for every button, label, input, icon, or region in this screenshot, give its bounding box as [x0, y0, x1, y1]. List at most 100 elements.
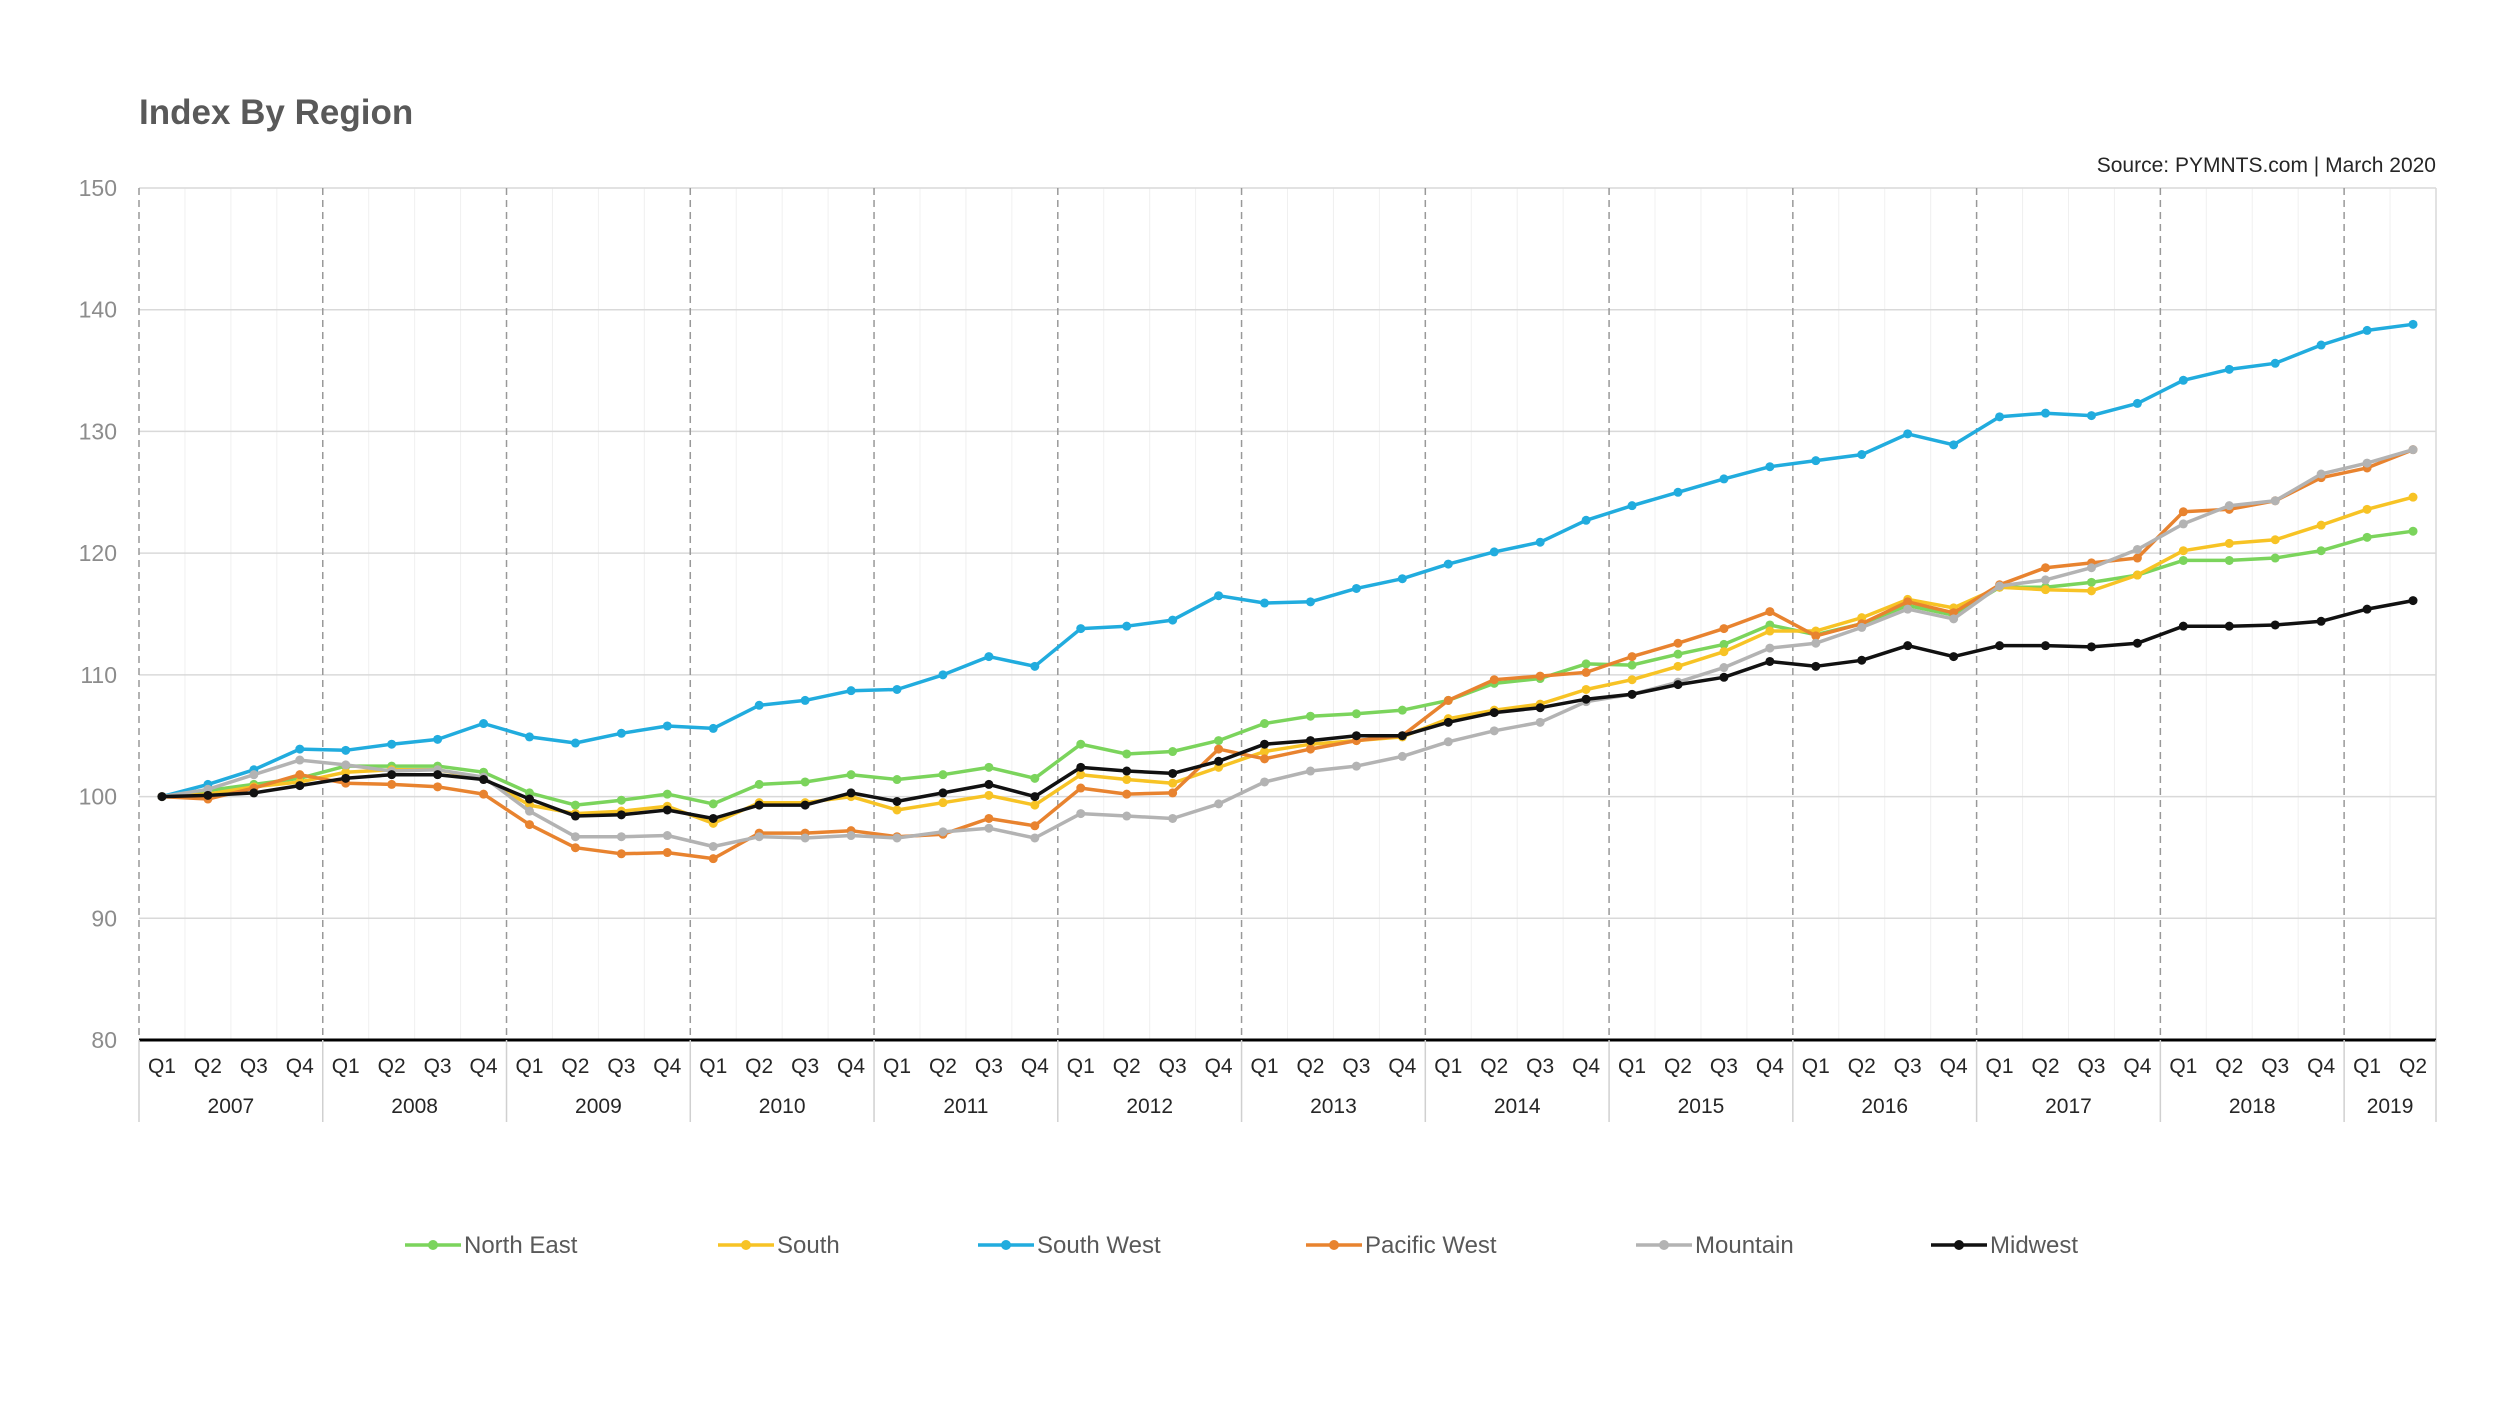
data-point [892, 805, 902, 815]
data-point [1949, 614, 1959, 624]
data-point [295, 744, 305, 754]
data-point [1811, 631, 1821, 641]
data-point [1397, 731, 1407, 741]
data-point [479, 775, 489, 785]
data-point [1122, 775, 1132, 785]
x-tick-quarter: Q3 [1526, 1055, 1554, 1078]
data-point [754, 832, 764, 842]
x-tick-quarter: Q1 [1067, 1055, 1095, 1078]
data-point [662, 789, 672, 799]
data-point [754, 800, 764, 810]
x-tick-quarter: Q4 [2123, 1055, 2151, 1078]
data-point [1581, 667, 1591, 677]
data-point [1076, 739, 1086, 749]
data-point [341, 773, 351, 783]
data-point [1903, 597, 1913, 607]
data-point [479, 789, 489, 799]
y-tick-label: 130 [79, 418, 117, 444]
data-point [1443, 737, 1453, 747]
data-point [2178, 555, 2188, 565]
x-tick-quarter: Q3 [2077, 1055, 2105, 1078]
data-point [1627, 660, 1637, 670]
data-point [938, 798, 948, 808]
data-point [984, 790, 994, 800]
legend-label: Pacific West [1365, 1232, 1497, 1259]
legend-label: Mountain [1695, 1232, 1794, 1259]
legend-item-south-west: South West [978, 1232, 1161, 1259]
chart-title: Index By Region [139, 93, 413, 132]
y-tick-label: 140 [79, 297, 117, 323]
data-point [892, 775, 902, 785]
x-tick-quarter: Q1 [699, 1055, 727, 1078]
data-point [2132, 553, 2142, 563]
x-tick-quarter: Q4 [1021, 1055, 1049, 1078]
data-point [2224, 364, 2234, 374]
x-tick-year: 2019 [2367, 1095, 2414, 1118]
data-point [570, 811, 580, 821]
data-point [341, 745, 351, 755]
legend-item-south: South [718, 1232, 840, 1259]
data-point [1351, 583, 1361, 593]
legend-label: Midwest [1990, 1232, 2078, 1259]
data-point [1627, 675, 1637, 685]
x-tick-quarter: Q2 [2399, 1055, 2427, 1078]
data-point [1260, 598, 1270, 608]
data-point [2408, 492, 2418, 502]
x-tick-quarter: Q2 [1113, 1055, 1141, 1078]
x-axis: Q1 Q2 Q3 Q4 Q1 Q2 Q3 Q4 Q1 Q2 Q3 Q4 Q1 Q2 Q3 Q4 Q1 Q2 Q3 Q4… [138, 1038, 2437, 1122]
series-south-west [157, 319, 2418, 802]
data-point [1627, 501, 1637, 511]
data-point [846, 831, 856, 841]
x-tick-year: 2012 [1126, 1095, 1173, 1118]
data-point [1397, 574, 1407, 584]
data-point [1305, 711, 1315, 721]
x-tick-quarter: Q2 [378, 1055, 406, 1078]
data-point [1719, 647, 1729, 657]
source-note: Source: PYMNTS.com | March 2020 [2097, 154, 2436, 177]
x-tick-quarter: Q4 [1756, 1055, 1784, 1078]
data-point [1949, 652, 1959, 662]
data-point [1443, 559, 1453, 569]
data-point [800, 800, 810, 810]
data-point [1030, 773, 1040, 783]
data-point [2316, 340, 2326, 350]
data-point [1260, 754, 1270, 764]
legend-item-north-east: North East [405, 1232, 578, 1259]
data-point [524, 820, 534, 830]
series-line [161, 448, 2414, 861]
legend-label: North East [464, 1232, 578, 1259]
data-point [662, 721, 672, 731]
x-tick-quarter: Q1 [2169, 1055, 2197, 1078]
x-tick-year: 2010 [759, 1095, 806, 1118]
data-point [938, 770, 948, 780]
data-point [1535, 671, 1545, 681]
data-point [1076, 624, 1086, 634]
data-point [708, 854, 718, 864]
data-point [938, 670, 948, 680]
data-point [1719, 624, 1729, 634]
data-point [1673, 638, 1683, 648]
data-point [2270, 553, 2280, 563]
data-point [2362, 532, 2372, 542]
data-point [800, 777, 810, 787]
data-point [754, 779, 764, 789]
data-point [479, 719, 489, 729]
x-tick-year: 2017 [2045, 1095, 2092, 1118]
data-point [616, 728, 626, 738]
data-point [1260, 719, 1270, 729]
x-tick-quarter: Q1 [2353, 1055, 2381, 1078]
data-point [1811, 661, 1821, 671]
series-line [161, 529, 2414, 807]
data-point [1581, 515, 1591, 525]
x-tick-quarter: Q3 [2261, 1055, 2289, 1078]
x-tick-quarter: Q2 [929, 1055, 957, 1078]
x-tick-quarter: Q4 [653, 1055, 681, 1078]
legend-item-pacific-west: Pacific West [1306, 1232, 1497, 1259]
data-point [2086, 642, 2096, 652]
x-tick-quarter: Q3 [791, 1055, 819, 1078]
data-point [1903, 604, 1913, 614]
data-point [1903, 429, 1913, 439]
data-point [1076, 770, 1086, 780]
x-tick-quarter: Q2 [1296, 1055, 1324, 1078]
data-point [2178, 546, 2188, 556]
